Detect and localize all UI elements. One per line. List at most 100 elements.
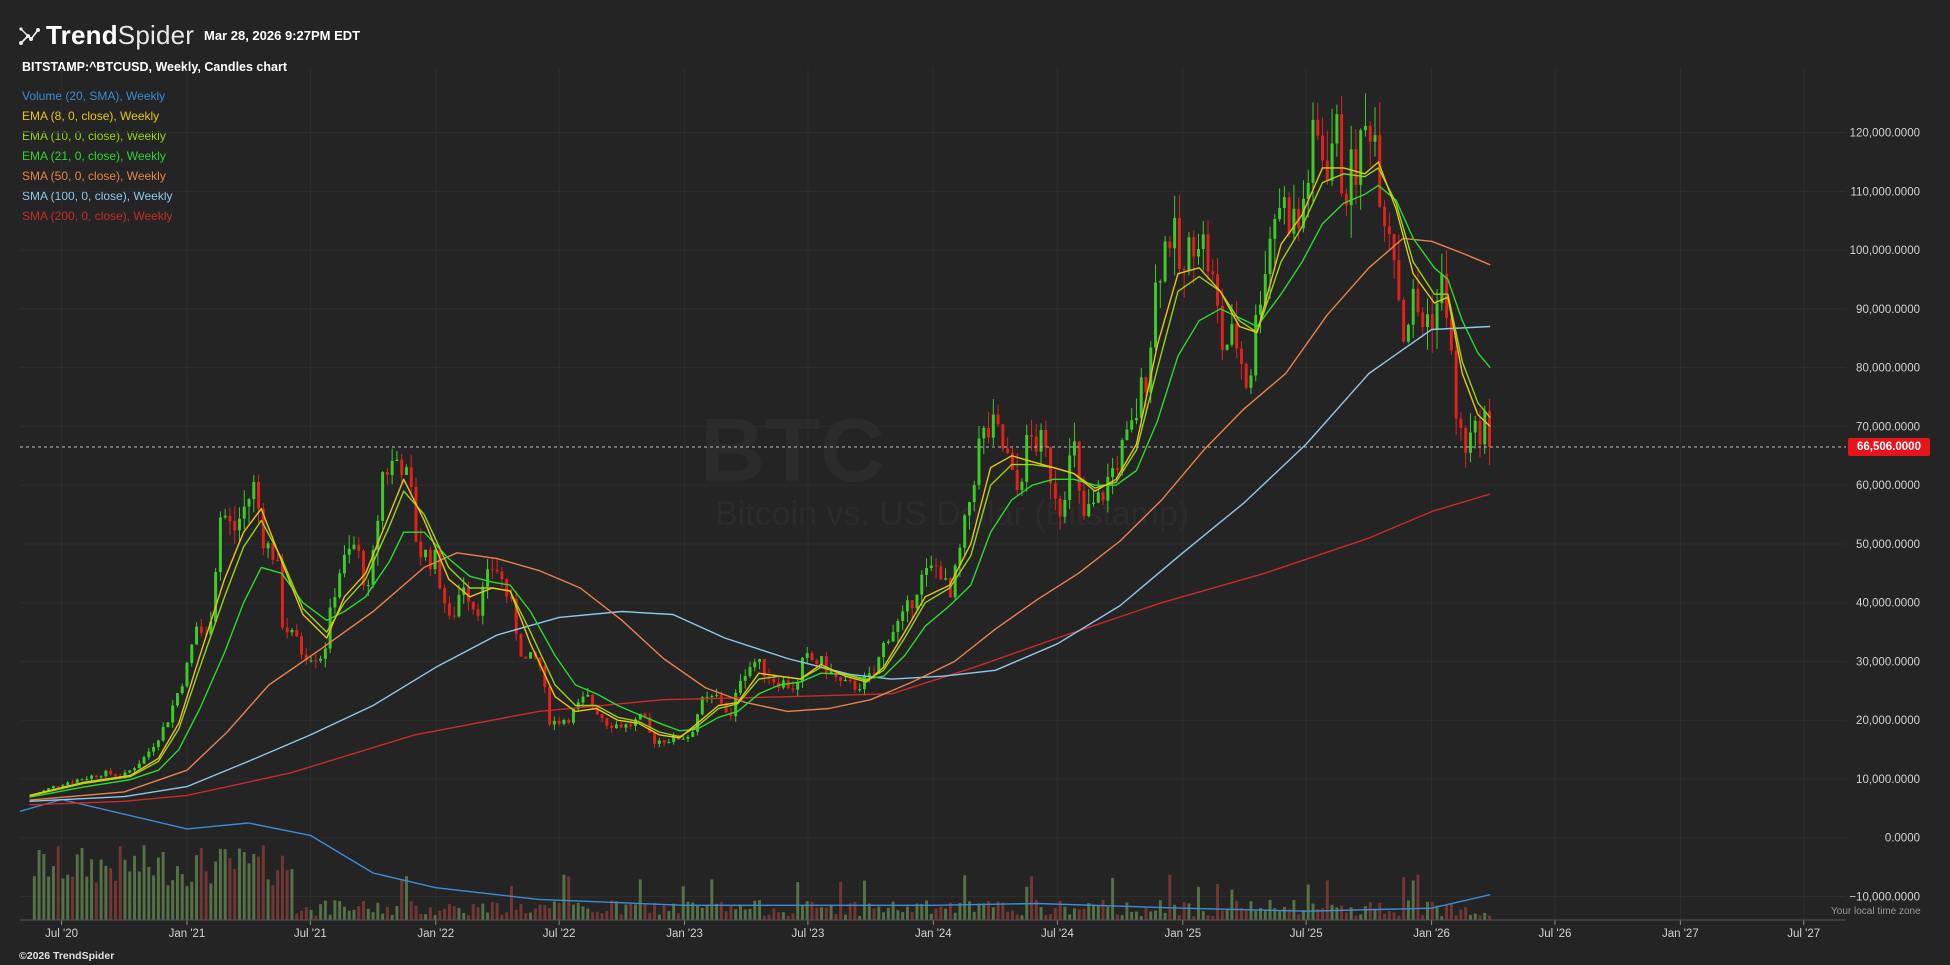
volume-bar [1368,902,1372,920]
volume-bar [1297,914,1301,920]
volume-bar [376,902,380,920]
volume-bar [1163,912,1167,920]
y-tick-label: 100,000.0000 [1850,245,1920,257]
volume-bar [676,913,680,920]
candle-body [390,461,394,476]
volume-bar [1301,910,1305,920]
logo-text: TrendSpider [46,20,195,50]
trendspider-logo[interactable]: TrendSpider [18,20,194,51]
candle-body [1168,241,1172,249]
volume-bar [925,900,929,920]
volume-bar [619,914,623,920]
candle-body [519,634,523,657]
volume-bar [51,866,55,920]
legend-sma50[interactable]: SMA (50, 0, close), Weekly [22,169,166,183]
candle-body [1063,499,1067,517]
x-tick-label: Jan '26 [1413,928,1450,940]
candle-body [352,544,356,549]
candle-body [1263,274,1267,305]
volume-bar [653,902,657,920]
volume-bar [385,906,389,920]
legend-sma200[interactable]: SMA (200, 0, close), Weekly [22,209,173,223]
candle-body [700,697,704,715]
candle-body [1111,468,1115,478]
candle-body [1459,418,1463,428]
volume-bar [853,901,857,920]
volume-bar [624,904,628,920]
candle-body [433,550,437,570]
volume-bar [1101,899,1105,920]
y-tick-label: 30,000.0000 [1856,656,1920,668]
candle-body [357,544,361,552]
legend-sma100[interactable]: SMA (100, 0, close), Weekly [22,189,173,203]
volume-bar [944,908,948,920]
candle-body [204,633,208,635]
sma100-line [29,325,1491,802]
candle-body [1001,424,1005,449]
volume-bar [1125,902,1129,920]
volume-bar [1464,907,1468,920]
volume-bar [1068,914,1072,920]
volume-bar [910,912,914,920]
volume-bar [543,905,547,920]
candle-body [309,660,313,662]
ema8-line [29,161,1491,797]
volume-bar [848,903,852,920]
spider-logo-icon [19,26,40,45]
candle-body [185,662,189,687]
volume-bar [858,915,862,920]
candle-body [1344,193,1348,206]
volume-bar [886,907,890,920]
legend-ema21[interactable]: EMA (21, 0, close), Weekly [22,149,166,163]
volume-bar [915,903,919,920]
candle-body [1120,440,1124,470]
volume-bar [204,871,208,920]
candle-body [748,667,752,676]
volume-bar [1454,915,1458,920]
volume-bar [839,881,843,920]
candle-body [166,722,170,728]
candle-body [1354,149,1358,185]
volume-bar [786,915,790,920]
volume-bar [753,900,757,920]
volume-bar [362,901,366,920]
candle-body [1092,502,1095,504]
sma50-line [29,237,1491,801]
timezone-note[interactable]: Your local time zone [1831,906,1921,917]
volume-bar [738,904,742,920]
volume-bar [552,901,556,920]
candle-body [56,786,60,788]
candle-body [376,520,380,551]
volume-bar [304,907,308,920]
candle-body [719,695,723,704]
volume-bar [1158,900,1162,920]
candle-body [882,642,886,658]
volume-bar [514,909,518,920]
legend-volume-sma[interactable]: Volume (20, SMA), Weekly [22,89,166,103]
candle-body [605,718,609,726]
volume-bar [629,903,633,920]
candle-body [925,568,929,575]
volume-bar [1397,915,1401,920]
volume-bar [1402,877,1406,920]
volume-bar [1182,902,1186,920]
candle-body [1363,125,1367,131]
volume-bar [1249,901,1253,920]
candle-body [1254,314,1258,376]
candle-body [1134,417,1138,421]
volume-bar [381,913,385,920]
volume-bar [1459,909,1463,920]
volume-bar [271,885,275,920]
candle-body [867,673,871,677]
candle-body [738,680,742,693]
volume-bar [342,906,346,920]
legend-ema8[interactable]: EMA (8, 0, close), Weekly [22,109,160,123]
volume-bar [662,905,666,920]
candle-body [614,724,618,729]
candle-body [1426,314,1429,328]
volume-bar [743,909,747,920]
candle-body [1478,420,1482,445]
candle-body [414,486,418,542]
volume-bar [247,863,251,920]
